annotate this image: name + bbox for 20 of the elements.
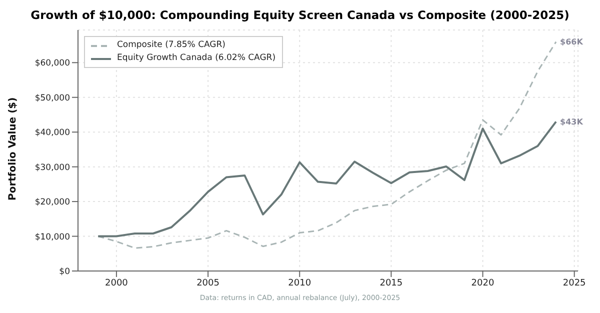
x-tick-label: 2000 bbox=[105, 278, 128, 288]
x-tick-label: 2025 bbox=[562, 278, 586, 288]
y-tick-label: $60,000 bbox=[34, 58, 70, 69]
y-tick-label: $30,000 bbox=[34, 162, 70, 173]
x-tick-label: 2015 bbox=[380, 278, 403, 288]
x-tick-label: 2020 bbox=[471, 278, 494, 288]
annotation: $43K bbox=[560, 118, 584, 127]
y-tick-label: $10,000 bbox=[34, 232, 70, 242]
chart-title: Growth of $10,000: Compounding Equity Screen Canada vs Composite (2000-2025) bbox=[30, 8, 570, 24]
y-tick-label: $20,000 bbox=[34, 198, 70, 208]
annotation: $66K bbox=[560, 38, 584, 47]
legend-label: Equity Growth Canada (6.02% CAGR) bbox=[117, 52, 276, 65]
y-tick-label: $0 bbox=[59, 267, 70, 278]
y-tick-label: $50,000 bbox=[34, 93, 70, 104]
x-tick-label: 2005 bbox=[196, 278, 220, 288]
y-axis-title: Portfolio Value ($) bbox=[8, 97, 19, 200]
y-tick-label: $40,000 bbox=[34, 128, 70, 138]
legend-label: Composite (7.85% CAGR) bbox=[117, 39, 226, 52]
line-series bbox=[97, 120, 558, 238]
x-tick-label: 2010 bbox=[288, 278, 312, 288]
